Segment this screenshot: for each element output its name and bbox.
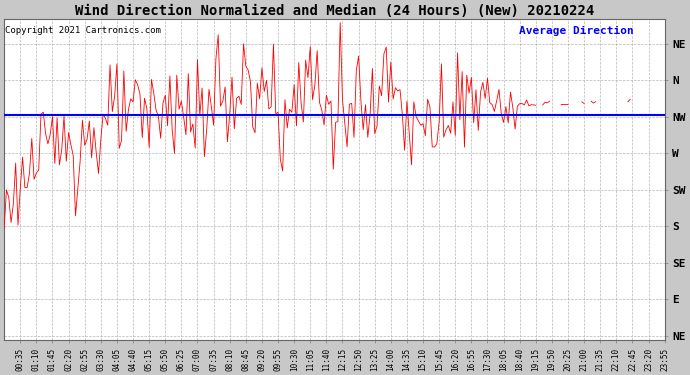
Text: Copyright 2021 Cartronics.com: Copyright 2021 Cartronics.com (6, 26, 161, 35)
Title: Wind Direction Normalized and Median (24 Hours) (New) 20210224: Wind Direction Normalized and Median (24… (75, 4, 594, 18)
Text: Average Direction: Average Direction (520, 26, 634, 36)
